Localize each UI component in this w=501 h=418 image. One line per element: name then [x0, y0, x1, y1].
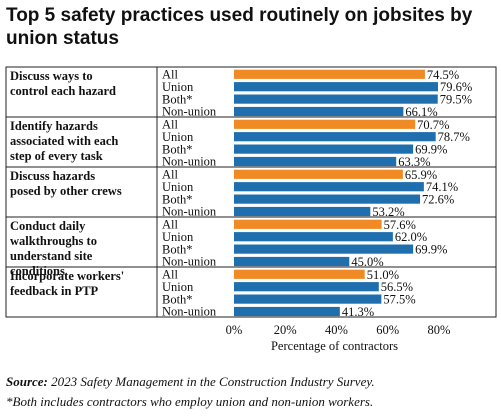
- series-label: Both*: [162, 242, 193, 256]
- data-label: 41.3%: [342, 305, 374, 319]
- data-label: 57.6%: [384, 218, 416, 232]
- x-tick-label: 0%: [226, 323, 243, 337]
- series-label: All: [162, 168, 179, 182]
- series-label: Union: [162, 80, 194, 94]
- bar: [234, 232, 393, 242]
- footnote: *Both includes contractors who employ un…: [6, 394, 374, 409]
- category-label: Discuss ways to control each hazard: [10, 69, 116, 98]
- data-label: 78.7%: [438, 130, 470, 144]
- bar: [234, 132, 436, 142]
- data-label: 62.0%: [395, 230, 427, 244]
- series-label: Both*: [162, 292, 193, 306]
- series-label: Non-union: [162, 155, 217, 169]
- series-label: Non-union: [162, 205, 217, 219]
- x-axis: 0% 20% 40% 60% 80% Percentage of contractors: [226, 323, 451, 353]
- bar: [234, 294, 382, 304]
- data-label: 79.5%: [440, 93, 472, 107]
- data-label: 56.5%: [381, 280, 413, 294]
- bar: [234, 119, 416, 129]
- series-label: Union: [162, 180, 194, 194]
- bar: [234, 256, 350, 267]
- series-label: Both*: [162, 92, 193, 106]
- category-label: Identify hazards associated with each step…: [10, 119, 118, 163]
- bars: [234, 69, 438, 317]
- series-label: All: [162, 118, 179, 132]
- series-label: Union: [162, 230, 194, 244]
- bar: [234, 306, 340, 317]
- x-tick-label: 40%: [325, 323, 348, 337]
- bar: [234, 69, 425, 79]
- x-tick-label: 20%: [274, 323, 297, 337]
- bar: [234, 169, 403, 179]
- category-label: Conduct daily walkthroughs to understand s…: [10, 219, 97, 278]
- data-label: 51.0%: [367, 268, 399, 282]
- data-label: 72.6%: [422, 193, 454, 207]
- bar: [234, 182, 424, 192]
- bar: [234, 269, 365, 279]
- bar: [234, 94, 438, 104]
- bar: [234, 106, 404, 117]
- data-label: 70.7%: [417, 118, 449, 132]
- x-tick-label: 60%: [376, 323, 399, 337]
- bar: [234, 219, 382, 229]
- chart-title: Top 5 safety practices used routinely on…: [6, 5, 473, 49]
- source-label: Source:: [6, 374, 48, 389]
- data-label: 65.9%: [405, 168, 437, 182]
- bar: [234, 82, 438, 92]
- series-label: Non-union: [162, 305, 217, 319]
- series-label: Union: [162, 130, 194, 144]
- bar: [234, 206, 371, 217]
- series-label: Union: [162, 280, 194, 294]
- series-label: All: [162, 218, 179, 232]
- labels: Discuss ways to control each hazard All 74.…: [10, 68, 472, 320]
- bar: [234, 244, 414, 254]
- series-label: Non-union: [162, 105, 217, 119]
- data-label: 66.1%: [405, 105, 437, 119]
- chart-frame: [5, 66, 497, 318]
- data-label: 79.6%: [440, 80, 472, 94]
- series-label: All: [162, 268, 179, 282]
- series-label: Non-union: [162, 255, 217, 269]
- source-text: 2023 Safety Management in the Constructi…: [51, 374, 375, 389]
- source-note: Source: 2023 Safety Management in the Co…: [6, 374, 496, 390]
- data-label: 57.5%: [383, 293, 415, 307]
- data-label: 53.2%: [372, 205, 404, 219]
- series-label: Both*: [162, 192, 193, 206]
- bar: [234, 156, 397, 167]
- chart-border: [5, 66, 497, 318]
- data-label: 74.1%: [426, 180, 458, 194]
- category-label: Discuss hazards posed by other crews: [10, 169, 122, 198]
- data-label: 45.0%: [351, 255, 383, 269]
- series-label: All: [162, 68, 179, 82]
- data-label: 69.9%: [415, 143, 447, 157]
- data-label: 74.5%: [427, 68, 459, 82]
- x-axis-label: Percentage of contractors: [271, 339, 398, 353]
- series-label: Both*: [162, 142, 193, 156]
- bar: [234, 282, 379, 292]
- data-label: 69.9%: [415, 243, 447, 257]
- bar: [234, 194, 421, 204]
- x-tick-label: 80%: [428, 323, 451, 337]
- category-label: Incorporate workers' feedback in PTP: [10, 269, 124, 298]
- data-label: 63.3%: [398, 155, 430, 169]
- bar: [234, 144, 414, 154]
